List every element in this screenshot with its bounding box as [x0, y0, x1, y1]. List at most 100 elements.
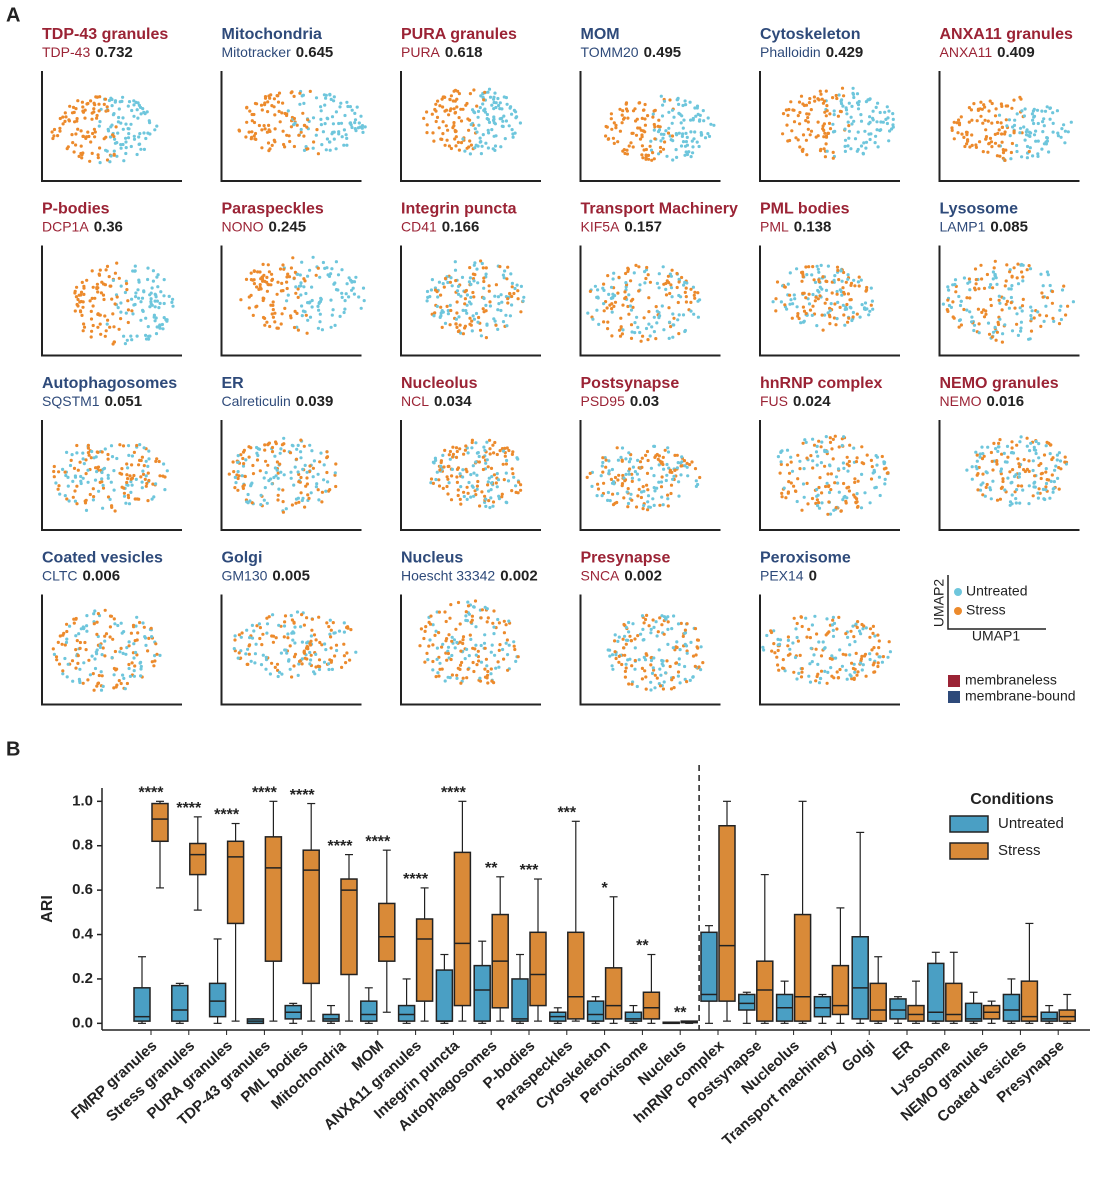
- umap-point: [652, 315, 656, 319]
- umap-point: [676, 670, 681, 674]
- umap-point: [510, 452, 514, 456]
- umap-point: [61, 115, 65, 119]
- umap-point: [649, 627, 653, 632]
- umap-point: [119, 310, 123, 314]
- umap-point: [244, 652, 248, 656]
- umap-point: [126, 127, 130, 131]
- umap-axes: [759, 71, 900, 182]
- umap-point: [141, 469, 145, 473]
- umap-point: [1059, 135, 1063, 139]
- umap-point: [353, 111, 357, 115]
- umap-point: [310, 617, 314, 621]
- umap-point: [683, 642, 687, 647]
- umap-point: [282, 436, 286, 440]
- umap-point: [296, 673, 300, 678]
- umap-point: [92, 101, 96, 105]
- umap-point: [826, 264, 831, 268]
- umap-point: [149, 626, 153, 630]
- umap-point: [122, 676, 126, 681]
- umap-point: [614, 653, 618, 657]
- umap-point: [684, 140, 689, 144]
- umap-point: [455, 300, 459, 304]
- umap-point: [149, 297, 153, 301]
- umap-point: [500, 116, 504, 120]
- significance: ****: [328, 838, 354, 855]
- umap-point: [665, 473, 669, 477]
- umap-point: [818, 149, 823, 153]
- umap-point: [282, 624, 287, 628]
- umap-point: [299, 450, 303, 454]
- umap-point: [316, 472, 320, 476]
- umap-point: [788, 647, 792, 651]
- umap-point: [466, 604, 471, 608]
- umap-point: [608, 654, 612, 658]
- umap-point: [982, 103, 986, 107]
- umap-point: [252, 269, 256, 273]
- umap-point: [888, 650, 893, 654]
- umap-point: [828, 512, 833, 516]
- umap-point: [492, 632, 496, 636]
- umap-point: [815, 264, 819, 268]
- umap-point: [276, 471, 280, 475]
- umap-point: [1042, 453, 1047, 457]
- umap-point: [240, 631, 244, 635]
- umap-point: [986, 119, 990, 123]
- box: [226, 840, 245, 925]
- umap-point: [819, 92, 823, 96]
- umap-point: [637, 478, 641, 482]
- umap-point: [1025, 156, 1029, 160]
- umap-point: [484, 141, 488, 145]
- umap-point: [636, 458, 640, 462]
- umap-point: [108, 614, 113, 618]
- umap-point: [329, 660, 333, 664]
- umap-point: [655, 281, 660, 285]
- umap-point: [694, 114, 698, 118]
- umap-point: [448, 616, 452, 620]
- umap-point: [131, 623, 136, 628]
- umap-point: [320, 500, 324, 504]
- umap-point: [317, 498, 321, 502]
- umap-point: [852, 676, 856, 680]
- umap-point: [304, 313, 308, 317]
- umap-point: [957, 325, 961, 329]
- umap-point: [133, 639, 137, 643]
- umap-point: [1027, 469, 1031, 473]
- umap-point: [827, 490, 832, 495]
- umap-point: [456, 493, 460, 498]
- umap-point: [1058, 308, 1062, 312]
- umap-point: [522, 295, 526, 299]
- umap-point: [624, 281, 628, 285]
- umap-point: [658, 667, 662, 671]
- box: [700, 931, 718, 1002]
- umap-point: [461, 107, 465, 111]
- umap-point: [448, 109, 452, 113]
- umap-point: [514, 490, 518, 494]
- umap-point: [294, 285, 298, 289]
- umap-point: [316, 488, 320, 492]
- umap-point: [106, 318, 110, 322]
- umap-point: [1050, 289, 1055, 294]
- umap-point: [796, 314, 800, 318]
- umap-axes: [41, 594, 182, 706]
- umap-point: [132, 450, 136, 454]
- umap-point: [987, 109, 991, 113]
- umap-point: [634, 505, 639, 509]
- umap-point: [821, 328, 825, 332]
- marker-name: NEMO: [940, 393, 982, 409]
- umap-point: [647, 624, 651, 628]
- umap-point: [152, 313, 156, 317]
- box: [604, 967, 623, 1020]
- umap-point: [950, 126, 954, 130]
- umap-point: [815, 463, 819, 467]
- umap-point: [658, 503, 662, 507]
- umap-point: [802, 309, 807, 313]
- umap-point: [97, 673, 101, 678]
- umap-point: [840, 86, 845, 90]
- umap-point: [1044, 304, 1048, 308]
- umap-point: [289, 470, 293, 474]
- umap-point: [638, 101, 642, 105]
- umap-point: [135, 615, 139, 619]
- umap-point: [603, 456, 607, 460]
- umap-point: [69, 458, 73, 462]
- umap-point: [622, 476, 626, 480]
